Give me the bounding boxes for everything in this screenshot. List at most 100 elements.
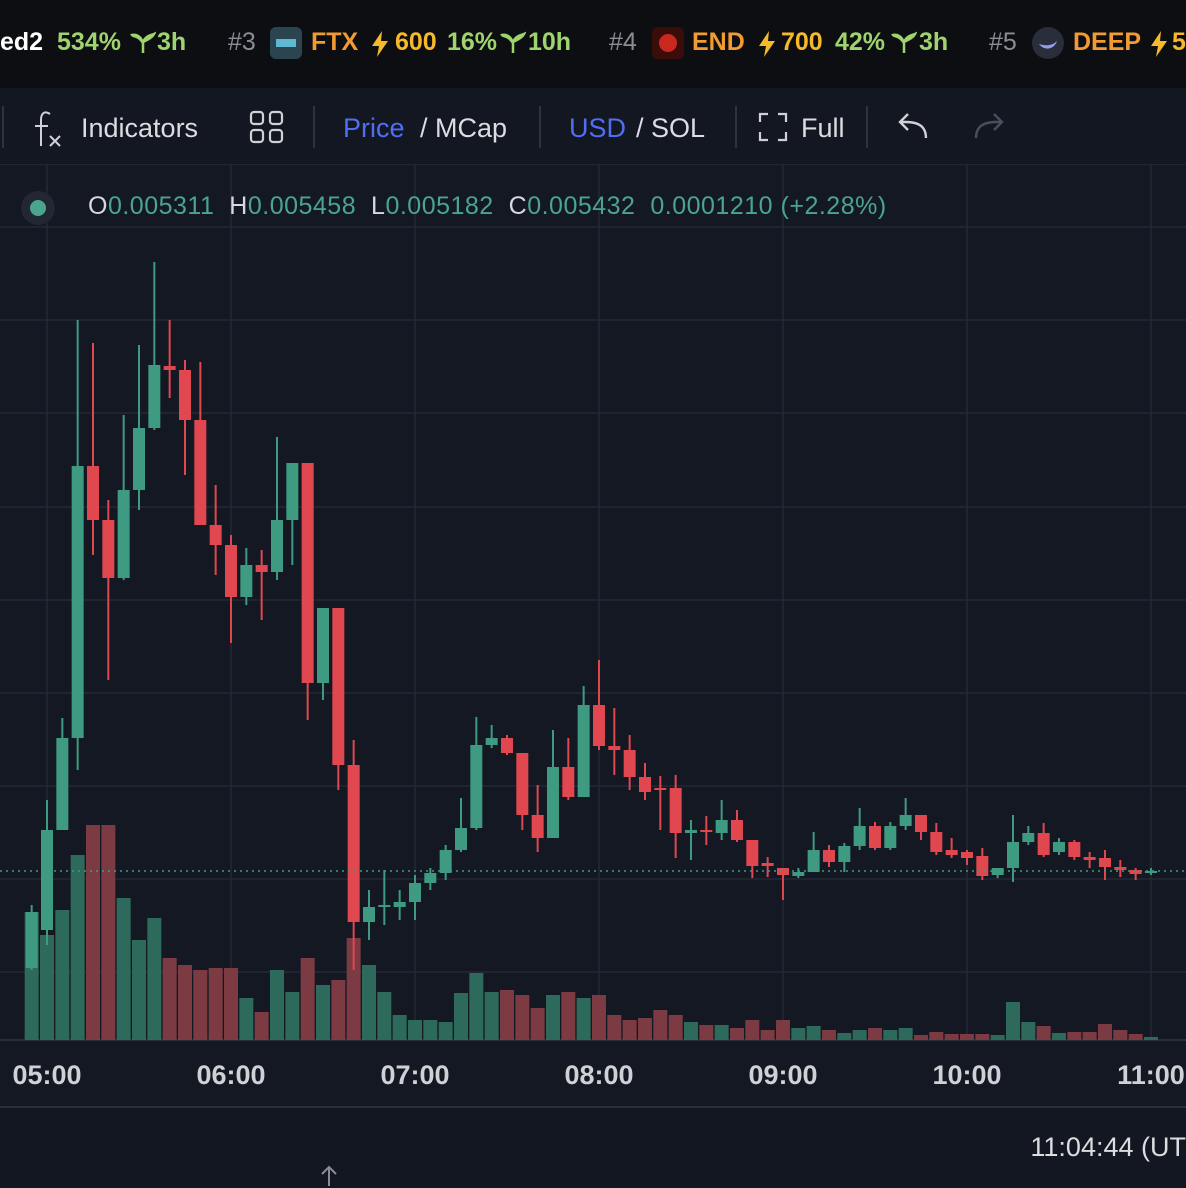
candle-body <box>163 366 176 370</box>
mcap-toggle[interactable]: / MCap <box>420 113 508 143</box>
boost-icon <box>372 31 388 57</box>
fx-icon[interactable] <box>35 111 61 147</box>
volume-bar <box>913 1035 928 1040</box>
volume-bar <box>929 1032 944 1040</box>
price-toggle[interactable]: Price <box>343 113 405 143</box>
full-button[interactable]: Full <box>801 113 845 143</box>
volume-bar <box>392 1015 407 1040</box>
redo-icon[interactable] <box>974 113 1004 139</box>
x-tick-label: 06:00 <box>196 1060 265 1090</box>
sprout-icon <box>130 31 156 53</box>
volume-bar <box>1036 1026 1051 1040</box>
token-name[interactable]: ed2 <box>0 28 44 56</box>
footer-bar: 11:04:44 (UT <box>0 1106 1186 1188</box>
volume-bar <box>177 965 192 1040</box>
scroll-arrow[interactable] <box>318 1162 340 1188</box>
volume-bar <box>668 1015 683 1040</box>
candle-body <box>884 826 897 848</box>
usd-toggle[interactable]: USD <box>569 113 627 143</box>
volume-bar <box>545 995 560 1040</box>
candle-body <box>838 846 851 862</box>
indicators-button[interactable]: Indicators <box>81 113 199 143</box>
candle-body <box>623 750 636 777</box>
candle-body <box>638 777 651 792</box>
volume-bar <box>944 1034 959 1040</box>
candle-body <box>822 850 835 862</box>
volume-bar <box>1051 1033 1066 1040</box>
candle-body <box>270 520 283 572</box>
token-age: 10h <box>528 28 572 56</box>
token-change: 16% <box>447 28 498 56</box>
volume-bar <box>729 1028 744 1040</box>
volume-bar <box>423 1020 438 1040</box>
token-name[interactable]: DEEP <box>1073 28 1142 56</box>
token-age: 3h <box>157 28 187 56</box>
candle-body <box>577 705 590 797</box>
x-tick-label: 05:00 <box>12 1060 81 1090</box>
candle-body <box>1068 842 1081 857</box>
volume-bar <box>821 1030 836 1040</box>
candle-body <box>960 852 973 858</box>
volume-bar <box>162 958 177 1040</box>
fullscreen-icon[interactable] <box>758 112 788 142</box>
candle-body <box>930 832 943 852</box>
volume-bar <box>131 940 146 1040</box>
candle-body <box>516 753 529 815</box>
token-age: 3h <box>919 28 949 56</box>
token-boost: 700 <box>781 28 823 56</box>
open-value: 0.005311 <box>107 192 215 220</box>
token-name[interactable]: END <box>692 28 745 56</box>
volume-bar <box>193 970 208 1040</box>
volume-bar <box>223 968 238 1040</box>
volume-bar <box>40 935 54 1040</box>
volume-bar <box>407 1020 422 1040</box>
candle-body <box>1098 858 1111 867</box>
sol-toggle[interactable]: / SOL <box>636 113 706 143</box>
x-tick-label: 07:00 <box>380 1060 449 1090</box>
candle-body <box>562 767 575 797</box>
volume-bar <box>806 1026 821 1040</box>
token-name[interactable]: FTX <box>311 28 359 56</box>
boost-icon <box>1151 31 1167 57</box>
candle-body <box>286 463 299 520</box>
volume-bar <box>576 998 591 1040</box>
volume-bar <box>1128 1034 1143 1040</box>
sprout-icon <box>891 31 917 53</box>
candle-body <box>1006 842 1019 868</box>
volume-bar <box>745 1020 760 1040</box>
token-icon <box>270 27 302 59</box>
high-value: 0.005458 <box>247 192 357 220</box>
volume-bar <box>760 1030 775 1040</box>
candle-body <box>332 608 345 765</box>
volume-bar <box>561 992 576 1040</box>
candle-body <box>1083 857 1096 860</box>
candle-body <box>899 815 912 826</box>
candle-body <box>700 830 713 832</box>
volume-bar <box>438 1022 453 1040</box>
candle-body <box>347 765 360 922</box>
candle-body <box>546 767 559 838</box>
candle-body <box>1129 870 1142 874</box>
x-tick-label: 09:00 <box>748 1060 817 1090</box>
candle-body <box>454 828 467 850</box>
volume-bar <box>453 993 468 1040</box>
layout-icon[interactable] <box>249 110 284 144</box>
volume-bar <box>499 990 514 1040</box>
visibility-toggle[interactable] <box>18 188 58 228</box>
volume-bar <box>883 1030 898 1040</box>
close-label: C <box>508 192 528 220</box>
high-label: H <box>229 192 248 220</box>
volume-bar <box>147 918 162 1040</box>
volume-bar <box>714 1025 729 1040</box>
volume-bar <box>85 825 100 1040</box>
volume-bar <box>315 985 330 1040</box>
volume-bar <box>775 1020 790 1040</box>
candle-body <box>531 815 544 838</box>
candle-body <box>1037 833 1050 855</box>
candle-body <box>316 608 329 683</box>
candle-body <box>424 873 437 883</box>
low-value: 0.005182 <box>385 192 494 220</box>
undo-icon[interactable] <box>898 113 928 139</box>
candle-body <box>224 545 237 597</box>
candle-body <box>592 705 605 746</box>
